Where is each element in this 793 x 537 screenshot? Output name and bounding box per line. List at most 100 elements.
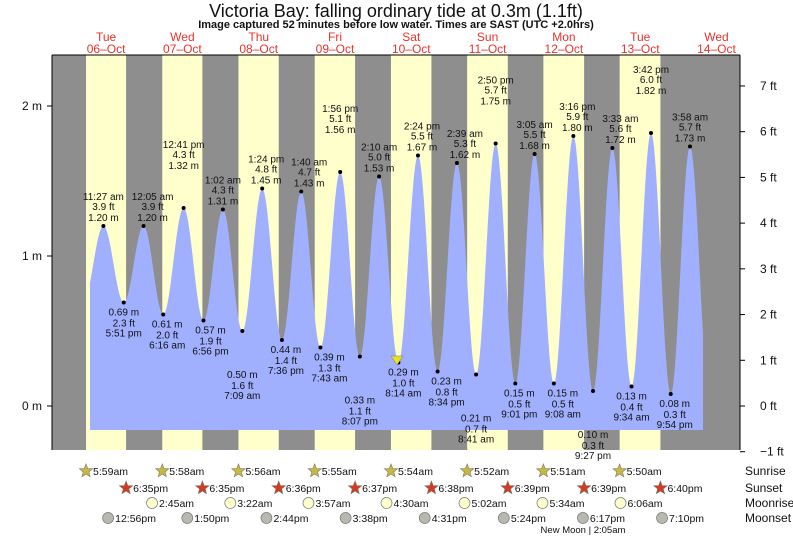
low-tide-m-label: 0.29 m — [388, 368, 419, 379]
high-tide-ft-label: 4.7 ft — [298, 168, 320, 179]
low-tide-time-label: 9:01 pm — [501, 410, 537, 421]
low-tide-m-label: 0.15 m — [504, 389, 535, 400]
low-tide-time-label: 7:09 am — [224, 391, 260, 402]
sunset-time-label: 6:40pm — [667, 483, 702, 495]
right-axis-tick-label: 7 ft — [760, 79, 777, 93]
low-tide-m-label: 0.57 m — [195, 326, 226, 337]
low-tide-ft-label: 2.3 ft — [113, 319, 135, 330]
moonset-moon-icon — [577, 512, 589, 524]
moonrise-moon-icon — [146, 497, 158, 509]
right-axis-tick-label: 0 ft — [760, 399, 777, 413]
low-tide-ft-label: 0.8 ft — [435, 388, 457, 399]
day-name-label: Wed — [170, 30, 194, 44]
sunset-row-label: Sunset — [745, 481, 783, 495]
low-tide-point — [474, 372, 479, 377]
low-tide-m-label: 0.50 m — [227, 370, 258, 381]
low-tide-point — [318, 345, 323, 350]
high-tide-time-label: 12:05 am — [132, 192, 174, 203]
low-tide-point — [590, 389, 595, 393]
sunset-sun-icon — [576, 480, 592, 495]
high-tide-time-label: 3:42 pm — [633, 65, 669, 76]
day-name-label: Tue — [96, 30, 117, 44]
day-date-label: 06–Oct — [87, 42, 126, 56]
low-tide-time-label: 9:54 pm — [657, 420, 693, 431]
high-tide-m-label: 1.45 m — [251, 176, 282, 187]
high-tide-m-label: 1.20 m — [88, 213, 119, 224]
low-tide-time-label: 9:27 pm — [575, 451, 611, 462]
moonrise-time-label: 3:22am — [237, 498, 272, 510]
sunrise-sun-icon — [230, 463, 246, 478]
moonset-moon-icon — [260, 512, 273, 524]
low-tide-ft-label: 1.3 ft — [318, 364, 340, 375]
day-name-label: Sat — [402, 30, 421, 44]
sunset-sun-icon — [271, 480, 287, 495]
moonrise-time-label: 6:06am — [627, 498, 662, 510]
high-tide-m-label: 1.67 m — [407, 143, 438, 154]
moonrise-time-label: 2:45am — [159, 498, 194, 510]
high-tide-ft-label: 5.5 ft — [411, 132, 433, 143]
moonrise-moon-icon — [224, 497, 237, 509]
low-tide-m-label: 0.44 m — [271, 345, 302, 356]
high-tide-m-label: 1.43 m — [294, 179, 325, 190]
day-date-label: 13–Oct — [621, 42, 660, 56]
day-date-label: 08–Oct — [239, 42, 278, 56]
low-tide-time-label: 5:51 pm — [106, 329, 142, 340]
high-tide-m-label: 1.31 m — [208, 197, 239, 208]
high-tide-ft-label: 5.7 ft — [679, 123, 701, 134]
high-tide-time-label: 2:24 pm — [404, 122, 440, 133]
day-date-label: 12–Oct — [545, 42, 584, 56]
right-axis-tick-label: 2 ft — [760, 308, 777, 322]
sunrise-sun-icon — [535, 463, 551, 478]
day-date-label: 10–Oct — [392, 42, 431, 56]
high-tide-ft-label: 6.0 ft — [640, 75, 662, 86]
low-tide-point — [161, 312, 166, 317]
sunset-time-label: 6:39pm — [515, 483, 550, 495]
high-tide-time-label: 3:58 am — [672, 113, 708, 124]
low-tide-point — [201, 318, 206, 323]
high-tide-point — [610, 146, 615, 150]
day-name-label: Fri — [328, 30, 342, 44]
sunset-time-label: 6:38pm — [438, 483, 473, 495]
moonset-moon-icon — [418, 512, 431, 524]
low-tide-time-label: 6:16 am — [149, 341, 185, 352]
sunset-time-label: 6:35pm — [209, 483, 244, 495]
sunrise-time-label: 5:50am — [627, 466, 662, 478]
high-tide-ft-label: 4.3 ft — [212, 186, 234, 197]
low-tide-time-label: 6:56 pm — [192, 347, 228, 358]
low-tide-time-label: 8:34 pm — [429, 398, 465, 409]
high-tide-ft-label: 5.9 ft — [566, 112, 588, 123]
high-tide-m-label: 1.80 m — [562, 123, 593, 134]
low-tide-m-label: 0.21 m — [461, 414, 492, 425]
low-tide-time-label: 9:08 am — [545, 410, 581, 421]
day-name-label: Tue — [630, 30, 651, 44]
low-tide-point — [668, 392, 673, 396]
low-tide-point — [551, 381, 556, 386]
low-tide-ft-label: 0.3 ft — [582, 441, 604, 452]
low-tide-ft-label: 1.4 ft — [275, 356, 297, 367]
current-tide-marker-icon — [390, 355, 404, 366]
sunrise-sun-icon — [307, 463, 323, 478]
high-tide-ft-label: 5.5 ft — [523, 130, 545, 141]
high-tide-point — [532, 152, 537, 156]
low-tide-m-label: 0.10 m — [578, 430, 609, 441]
sunset-sun-icon — [194, 480, 210, 495]
high-tide-point — [101, 224, 106, 228]
low-tide-point — [357, 354, 362, 359]
moonrise-moon-icon — [536, 497, 549, 509]
sunrise-sun-icon — [154, 463, 170, 478]
high-tide-m-label: 1.53 m — [364, 164, 395, 175]
sunset-sun-icon — [500, 480, 516, 495]
high-tide-ft-label: 3.9 ft — [141, 202, 163, 213]
high-tide-time-label: 3:33 am — [602, 114, 638, 125]
high-tide-m-label: 1.20 m — [137, 213, 168, 224]
moonset-moon-icon — [339, 512, 352, 524]
moonset-time-label: 4:31pm — [432, 513, 467, 525]
high-tide-time-label: 2:39 am — [447, 129, 483, 140]
low-tide-m-label: 0.69 m — [108, 308, 139, 319]
high-tide-ft-label: 4.8 ft — [255, 165, 277, 176]
sunrise-time-label: 5:55am — [322, 466, 357, 478]
low-tide-ft-label: 1.1 ft — [349, 407, 371, 418]
tide-water-area — [90, 133, 703, 430]
moonrise-row-label: Moonrise — [745, 496, 793, 510]
